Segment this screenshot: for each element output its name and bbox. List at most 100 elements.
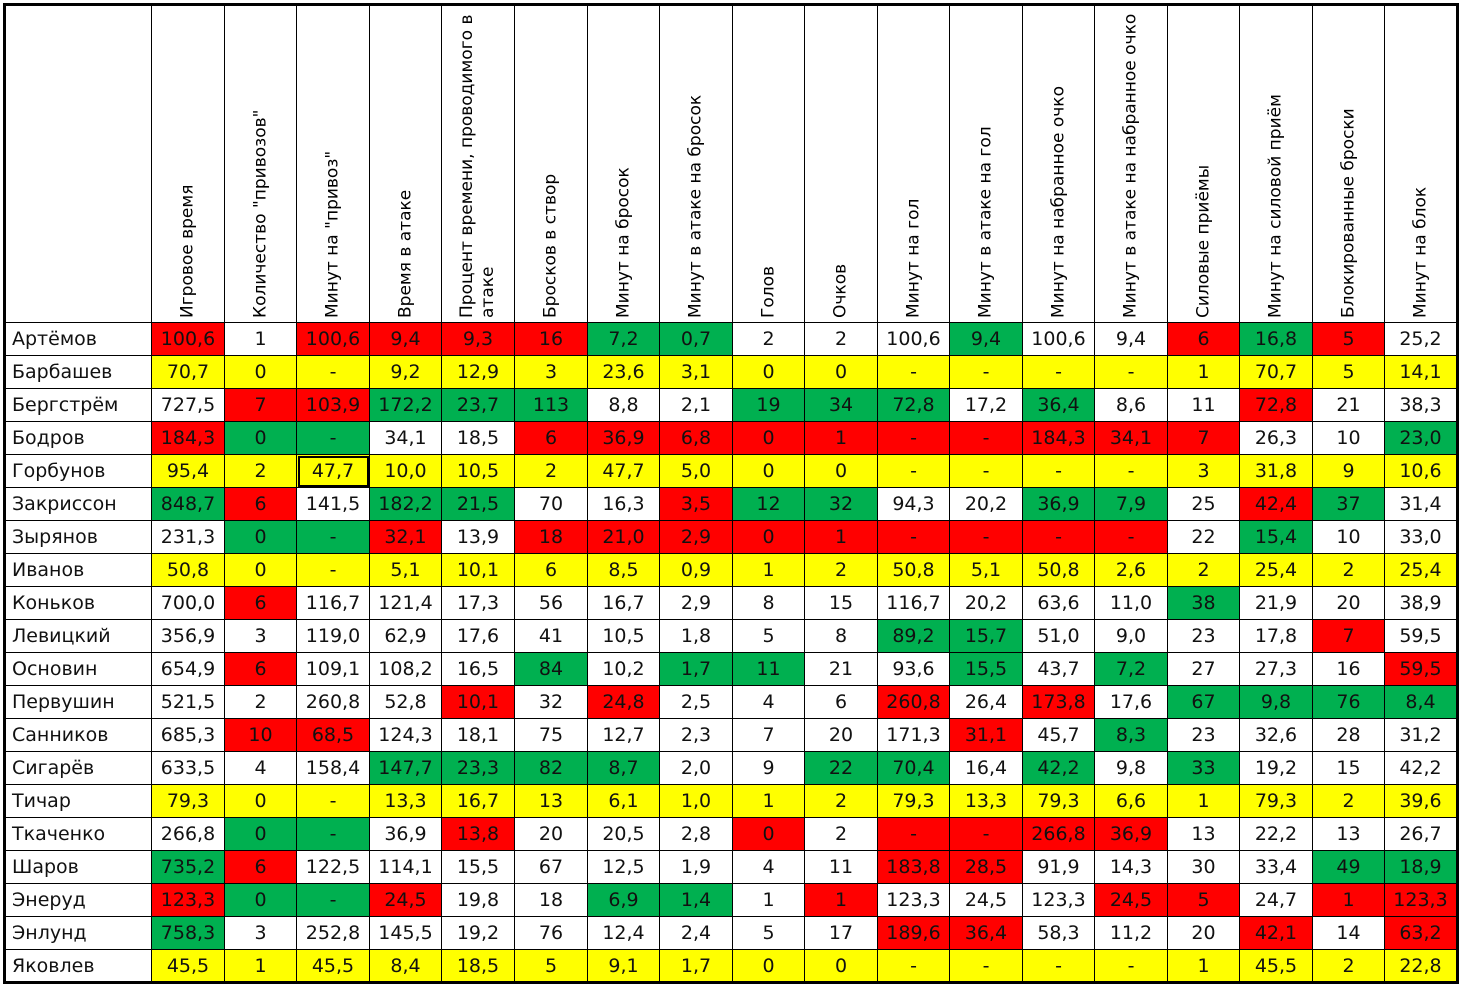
stat-cell[interactable]: 654,9 xyxy=(151,652,225,686)
stat-cell[interactable]: 108,2 xyxy=(369,652,442,686)
stat-cell[interactable]: 260,8 xyxy=(296,685,370,719)
stat-cell[interactable]: 0 xyxy=(804,355,878,389)
stat-cell[interactable]: 3 xyxy=(224,619,297,653)
player-name-cell[interactable]: Барбашев xyxy=(4,355,152,389)
stat-cell[interactable]: 33 xyxy=(1167,751,1240,785)
stat-cell[interactable]: 19,2 xyxy=(441,916,515,950)
column-header[interactable]: Минут на бросок xyxy=(587,4,660,323)
stat-cell[interactable]: 2,3 xyxy=(659,718,733,752)
stat-cell[interactable]: 109,1 xyxy=(296,652,370,686)
stat-cell[interactable]: 9,4 xyxy=(1094,322,1168,356)
stat-cell[interactable]: 16 xyxy=(514,322,588,356)
stat-cell[interactable]: 0 xyxy=(732,949,805,983)
stat-cell[interactable]: 11 xyxy=(1167,388,1240,422)
player-name-cell[interactable]: Шаров xyxy=(4,850,152,884)
stat-cell[interactable]: 10,1 xyxy=(441,553,515,587)
stat-cell[interactable]: 5 xyxy=(732,916,805,950)
stat-cell[interactable]: 15,5 xyxy=(949,652,1023,686)
stat-cell[interactable]: 6,9 xyxy=(587,883,660,917)
stat-cell[interactable]: 8 xyxy=(804,619,878,653)
stat-cell[interactable]: 25,2 xyxy=(1384,322,1458,356)
stat-cell[interactable]: 70,4 xyxy=(877,751,950,785)
player-name-cell[interactable]: Тичар xyxy=(4,784,152,818)
column-header[interactable]: Очков xyxy=(804,4,878,323)
stat-cell[interactable]: 17,3 xyxy=(441,586,515,620)
stat-cell[interactable]: 2,4 xyxy=(659,916,733,950)
stat-cell[interactable]: 5 xyxy=(1312,355,1385,389)
player-name-cell[interactable]: Артёмов xyxy=(4,322,152,356)
stat-cell[interactable]: 1,7 xyxy=(659,949,733,983)
stat-cell[interactable]: 13 xyxy=(514,784,588,818)
stat-cell[interactable]: 1 xyxy=(732,883,805,917)
stat-cell[interactable]: 8,3 xyxy=(1094,718,1168,752)
stat-cell[interactable]: 68,5 xyxy=(296,718,370,752)
column-header[interactable]: Минут на силовой приём xyxy=(1239,4,1313,323)
stat-cell[interactable]: 25,4 xyxy=(1384,553,1458,587)
stat-cell[interactable]: 758,3 xyxy=(151,916,225,950)
stat-cell[interactable]: 0 xyxy=(732,355,805,389)
stat-cell[interactable]: 685,3 xyxy=(151,718,225,752)
stat-cell[interactable]: - xyxy=(949,421,1023,455)
stat-cell[interactable]: 252,8 xyxy=(296,916,370,950)
stat-cell[interactable]: 15 xyxy=(1312,751,1385,785)
stat-cell[interactable]: 12,4 xyxy=(587,916,660,950)
stat-cell[interactable]: 28 xyxy=(1312,718,1385,752)
stat-cell[interactable]: 41 xyxy=(514,619,588,653)
stat-cell[interactable]: 95,4 xyxy=(151,454,225,488)
stat-cell[interactable]: 2,8 xyxy=(659,817,733,851)
stat-cell[interactable]: - xyxy=(949,520,1023,554)
stat-cell[interactable]: 94,3 xyxy=(877,487,950,521)
stat-cell[interactable]: 21 xyxy=(1312,388,1385,422)
stat-cell[interactable]: 16 xyxy=(1312,652,1385,686)
stat-cell[interactable]: 42,1 xyxy=(1239,916,1313,950)
stat-cell[interactable]: - xyxy=(296,883,370,917)
stat-cell[interactable]: 2,1 xyxy=(659,388,733,422)
stat-cell[interactable]: - xyxy=(296,817,370,851)
stat-cell[interactable]: - xyxy=(1094,454,1168,488)
stat-cell[interactable]: 26,4 xyxy=(949,685,1023,719)
stat-cell[interactable]: 15 xyxy=(804,586,878,620)
stat-cell[interactable]: 114,1 xyxy=(369,850,442,884)
stat-cell[interactable]: 79,3 xyxy=(877,784,950,818)
stat-cell[interactable]: - xyxy=(296,421,370,455)
stat-cell[interactable]: 700,0 xyxy=(151,586,225,620)
stat-cell[interactable]: 17,6 xyxy=(1094,685,1168,719)
stat-cell[interactable]: 1 xyxy=(1167,784,1240,818)
stat-cell[interactable]: 5 xyxy=(514,949,588,983)
stat-cell[interactable]: 7 xyxy=(1312,619,1385,653)
stat-cell[interactable]: 9 xyxy=(732,751,805,785)
stat-cell[interactable]: 2 xyxy=(224,454,297,488)
stat-cell[interactable]: 16,4 xyxy=(949,751,1023,785)
stat-cell[interactable]: 26,3 xyxy=(1239,421,1313,455)
stat-cell[interactable]: 36,9 xyxy=(587,421,660,455)
stat-cell[interactable]: 23,3 xyxy=(441,751,515,785)
stat-cell[interactable]: 23,0 xyxy=(1384,421,1458,455)
stat-cell[interactable]: - xyxy=(296,784,370,818)
stat-cell[interactable]: 21,5 xyxy=(441,487,515,521)
stat-cell[interactable]: 1 xyxy=(1167,355,1240,389)
stat-cell[interactable]: 36,9 xyxy=(369,817,442,851)
stat-cell[interactable]: 521,5 xyxy=(151,685,225,719)
stat-cell[interactable]: 24,5 xyxy=(1094,883,1168,917)
stat-cell[interactable]: 6 xyxy=(1167,322,1240,356)
stat-cell[interactable]: 45,5 xyxy=(151,949,225,983)
stat-cell[interactable]: 10 xyxy=(224,718,297,752)
stat-cell[interactable]: 93,6 xyxy=(877,652,950,686)
column-header[interactable]: Минут в атаке на набранное очко xyxy=(1094,4,1168,323)
stat-cell[interactable]: 24,5 xyxy=(369,883,442,917)
stat-cell[interactable]: 3 xyxy=(514,355,588,389)
stat-cell[interactable]: 1,8 xyxy=(659,619,733,653)
stat-cell[interactable]: 116,7 xyxy=(877,586,950,620)
stat-cell[interactable]: 100,6 xyxy=(296,322,370,356)
stat-cell[interactable]: 45,5 xyxy=(1239,949,1313,983)
stat-cell[interactable]: 5 xyxy=(1312,322,1385,356)
stat-cell[interactable]: - xyxy=(949,949,1023,983)
stat-cell[interactable]: 6 xyxy=(514,421,588,455)
stat-cell[interactable]: 6 xyxy=(804,685,878,719)
stat-cell[interactable]: - xyxy=(296,520,370,554)
stat-cell[interactable]: 9 xyxy=(1312,454,1385,488)
stat-cell[interactable]: 38,3 xyxy=(1384,388,1458,422)
stat-cell[interactable]: 6 xyxy=(224,586,297,620)
stat-cell[interactable]: 0,7 xyxy=(659,322,733,356)
stat-cell[interactable]: 100,6 xyxy=(877,322,950,356)
